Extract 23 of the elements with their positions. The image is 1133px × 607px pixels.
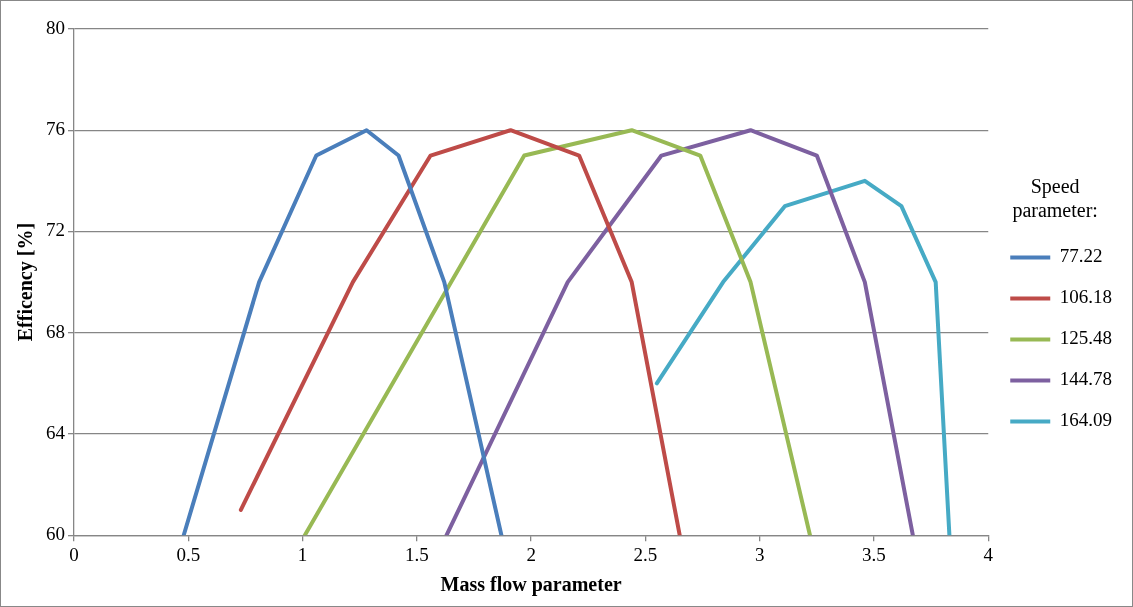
y-tick-label: 64 [46,421,66,443]
x-tick-label: 1.5 [404,543,429,565]
x-tick-label: 3 [754,543,765,565]
legend-label: 144.78 [1059,368,1112,390]
legend-title: Speed parameter: [1012,175,1098,223]
x-tick-label: 2.5 [633,543,658,565]
legend-label: 125.48 [1059,327,1112,349]
x-tick-label: 2 [526,543,536,565]
x-tick-label: 1 [297,543,308,565]
x-tick-label: 3.5 [862,543,886,565]
y-tick-label: 60 [46,523,65,545]
x-tick-label: 4 [983,543,994,565]
legend-label: 77.22 [1059,245,1103,267]
y-tick-label: 68 [46,320,65,342]
x-tick-label: 0.5 [176,543,201,565]
y-tick-label: 80 [46,16,65,38]
y-tick-label: 72 [46,219,65,241]
x-axis-title: Mass flow parameter [440,573,622,597]
y-axis-title: Efficency [%] [14,222,38,342]
legend-label: 106.18 [1059,286,1112,308]
legend-label: 164.09 [1059,409,1112,431]
y-tick-label: 76 [46,118,65,140]
x-tick-label: 0 [69,543,79,565]
